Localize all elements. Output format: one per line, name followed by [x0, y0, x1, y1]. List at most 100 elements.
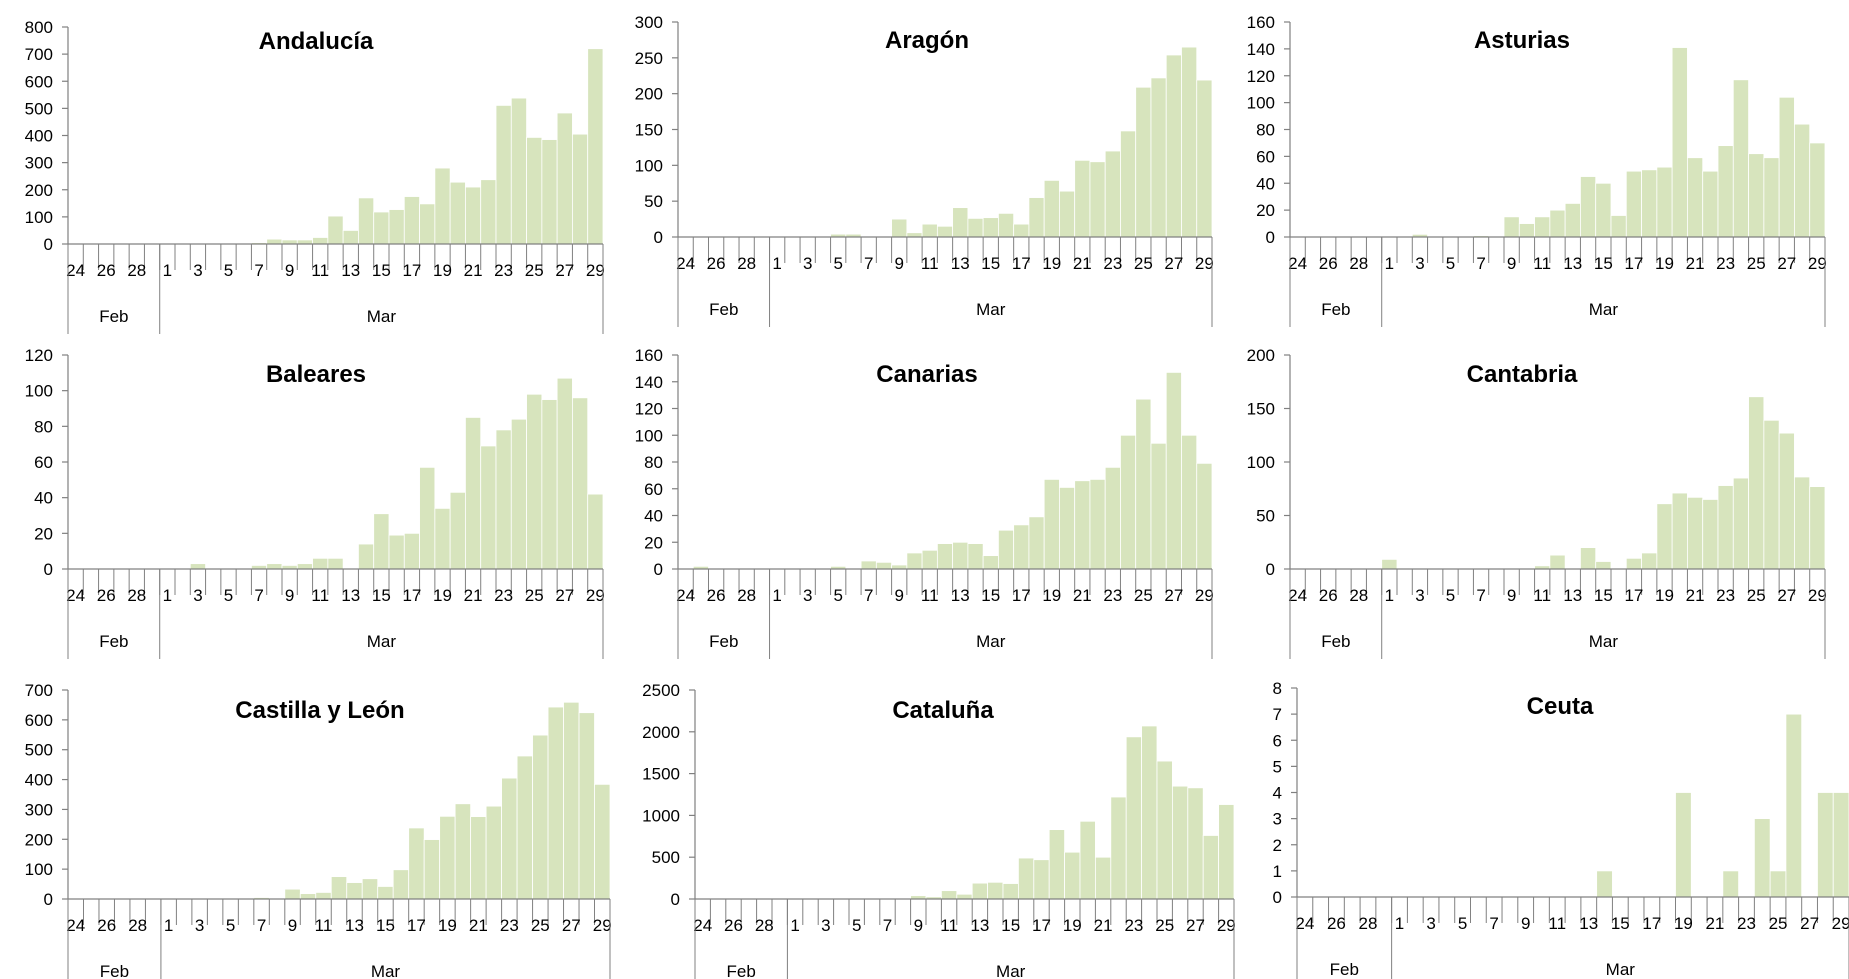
- x-tick-label: 28: [1349, 254, 1368, 273]
- bar: [1722, 870, 1739, 898]
- bar: [1671, 492, 1688, 570]
- x-tick-label: 29: [1195, 254, 1214, 273]
- bar: [465, 417, 482, 570]
- bar: [373, 513, 390, 570]
- bar: [266, 563, 283, 570]
- x-tick-label: 23: [1103, 586, 1122, 605]
- x-tick-label: 5: [1446, 586, 1455, 605]
- bar: [594, 783, 611, 900]
- chart-title: Castilla y León: [235, 697, 404, 724]
- x-tick-label: 11: [921, 254, 939, 273]
- bar: [419, 203, 436, 245]
- x-tick-label: 17: [1642, 914, 1661, 933]
- x-tick-label: 15: [1594, 586, 1613, 605]
- x-tick-label: 9: [1507, 254, 1516, 273]
- bar: [921, 549, 938, 570]
- bar: [971, 882, 989, 900]
- x-tick-label: 9: [1507, 586, 1516, 605]
- y-tick-label: 200: [25, 181, 53, 200]
- bar: [1785, 713, 1803, 898]
- bar: [1095, 856, 1112, 900]
- month-label: Mar: [1589, 632, 1619, 651]
- x-tick-label: 9: [285, 586, 294, 605]
- y-tick-label: 8: [1273, 679, 1282, 698]
- x-tick-label: 19: [1042, 586, 1061, 605]
- bar: [495, 104, 512, 245]
- x-tick-label: 9: [894, 586, 903, 605]
- y-tick-label: 0: [44, 890, 53, 909]
- bar: [377, 886, 394, 900]
- x-tick-label: 13: [345, 916, 364, 935]
- chart-title: Aragón: [885, 27, 969, 54]
- bar: [480, 179, 497, 245]
- bar: [1778, 96, 1795, 238]
- bar: [1641, 552, 1658, 570]
- y-tick-label: 40: [644, 507, 663, 526]
- y-tick-label: 500: [25, 741, 53, 760]
- chart-title: Asturias: [1474, 27, 1570, 54]
- x-tick-label: 24: [1288, 254, 1307, 273]
- bar: [1064, 851, 1081, 900]
- x-tick-label: 21: [464, 586, 483, 605]
- bar: [1717, 485, 1734, 570]
- x-tick-label: 1: [1385, 586, 1394, 605]
- y-tick-label: 700: [25, 681, 53, 700]
- x-tick-label: 11: [311, 586, 329, 605]
- x-tick-label: 19: [433, 261, 452, 280]
- bar: [526, 393, 543, 570]
- month-label: Feb: [1321, 632, 1350, 651]
- bar: [1702, 170, 1719, 238]
- bar: [403, 196, 420, 245]
- bar: [1172, 785, 1189, 900]
- x-tick-label: 21: [1705, 914, 1724, 933]
- x-tick-label: 26: [97, 586, 116, 605]
- x-tick-label: 19: [1655, 586, 1674, 605]
- bar: [299, 893, 317, 900]
- x-tick-label: 26: [707, 586, 726, 605]
- bar: [556, 377, 573, 570]
- y-tick-label: 2: [1273, 836, 1282, 855]
- x-tick-label: 27: [562, 916, 581, 935]
- bar: [1089, 478, 1106, 570]
- x-tick-label: 25: [525, 261, 544, 280]
- x-tick-label: 23: [1103, 254, 1122, 273]
- bar: [284, 888, 301, 900]
- bar: [439, 815, 456, 900]
- x-tick-label: 5: [833, 254, 842, 273]
- month-label: Feb: [709, 300, 738, 319]
- month-label: Feb: [100, 962, 129, 979]
- chart-panel: Castilla y León 0 100 200 300 400 500 600 700 24 2…: [25, 681, 612, 979]
- bar: [1156, 760, 1173, 900]
- x-tick-label: 29: [1832, 914, 1849, 933]
- x-tick-label: 13: [341, 586, 360, 605]
- x-tick-label: 3: [1415, 586, 1424, 605]
- x-tick-label: 19: [1674, 914, 1693, 933]
- x-tick-label: 27: [555, 586, 574, 605]
- x-tick-label: 23: [1124, 916, 1143, 935]
- y-tick-label: 100: [25, 382, 53, 401]
- chart-title: Canarias: [876, 361, 977, 388]
- bar: [1074, 159, 1091, 238]
- bar: [1104, 150, 1121, 238]
- y-tick-label: 160: [1247, 13, 1275, 32]
- y-tick-label: 150: [1247, 400, 1275, 419]
- x-tick-label: 21: [1686, 586, 1705, 605]
- y-tick-label: 200: [635, 85, 663, 104]
- month-label: Feb: [1321, 300, 1350, 319]
- x-tick-label: 9: [288, 916, 297, 935]
- bar: [1641, 169, 1658, 238]
- bar: [281, 239, 298, 245]
- bar: [312, 557, 329, 570]
- x-tick-label: 19: [438, 916, 457, 935]
- bar: [547, 706, 564, 900]
- bar: [1013, 524, 1030, 570]
- x-tick-label: 1: [164, 916, 173, 935]
- month-label: Mar: [371, 962, 401, 979]
- bar: [891, 564, 908, 570]
- x-tick-label: 1: [790, 916, 799, 935]
- x-tick-label: 21: [464, 261, 483, 280]
- bar: [1687, 157, 1704, 238]
